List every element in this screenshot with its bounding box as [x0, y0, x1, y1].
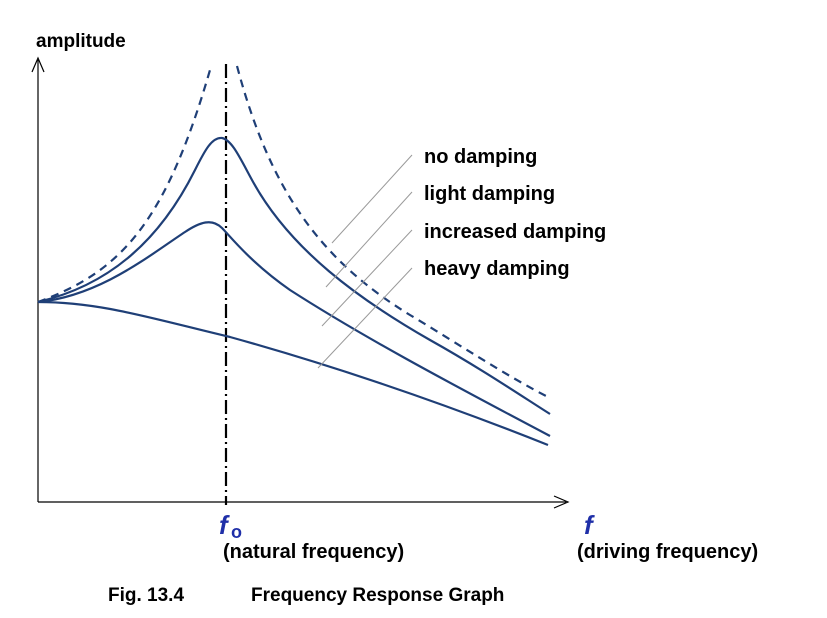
driving-frequency-description: (driving frequency) [577, 541, 758, 563]
y-axis-label: amplitude [36, 31, 126, 52]
driving-frequency-symbol: f [584, 510, 595, 540]
y-axis-arrowhead [31, 56, 45, 73]
curve-increased-damping [37, 221, 551, 437]
label-heavy-damping: heavy damping [424, 258, 570, 280]
figure-number: Fig. 13.4 [108, 585, 184, 606]
natural-frequency-subscript: o [231, 522, 242, 542]
label-increased-damping: increased damping [424, 221, 606, 243]
natural-frequency-symbol: f [219, 510, 230, 540]
curve-heavy-damping [37, 300, 549, 447]
x-axis-arrowhead [553, 495, 570, 509]
leader-light-damping [325, 191, 413, 288]
leader-increased-damping [321, 229, 413, 327]
figure-title: Frequency Response Graph [251, 585, 504, 606]
leader-no-damping [331, 154, 413, 244]
curve-no-damping [37, 65, 549, 398]
leader-heavy-damping [317, 267, 413, 369]
label-no-damping: no damping [424, 146, 537, 168]
label-light-damping: light damping [424, 183, 555, 205]
natural-frequency-description: (natural frequency) [223, 541, 404, 563]
curve-light-damping [37, 136, 551, 415]
